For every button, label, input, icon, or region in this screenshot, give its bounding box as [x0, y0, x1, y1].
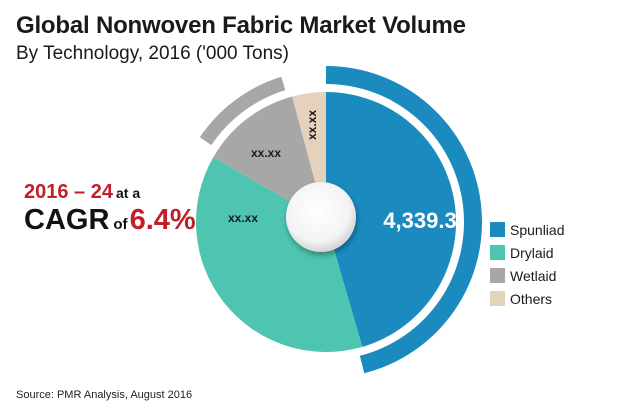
- cagr-callout: 2016 – 24 at a CAGR of6.4%: [24, 182, 196, 235]
- pie-center-hub: [286, 182, 356, 252]
- legend-label: Spunliad: [510, 221, 565, 238]
- slice-label-wetlaid: xx.xx: [251, 146, 281, 160]
- chart-subtitle: By Technology, 2016 ('000 Tons): [16, 43, 289, 64]
- legend-swatch: [490, 291, 505, 306]
- slice-label-others: xx.xx: [305, 110, 319, 140]
- chart-title: Global Nonwoven Fabric Market Volume: [16, 12, 466, 39]
- legend-label: Others: [510, 290, 553, 307]
- legend-item-others: Others: [490, 287, 565, 310]
- legend: Spunliad Drylaid Wetlaid Others: [490, 218, 565, 310]
- legend-label: Wetlaid: [510, 267, 557, 284]
- slice-label-spunliad: 4,339.3: [383, 208, 456, 233]
- cagr-label: CAGR: [24, 204, 110, 236]
- pie-slice-drylaid: [195, 157, 363, 352]
- outer-ring-spunliad: [326, 66, 482, 374]
- pie-slice-spunliad: [326, 92, 456, 347]
- cagr-at-a: at a: [115, 185, 141, 201]
- cagr-value: 6.4%: [129, 204, 196, 236]
- outer-ring-wetlaid: [199, 76, 286, 146]
- pie-slices: [195, 92, 456, 352]
- cagr-of: of: [113, 216, 128, 233]
- legend-label: Drylaid: [510, 244, 554, 261]
- legend-item-wetlaid: Wetlaid: [490, 264, 565, 287]
- legend-swatch: [490, 222, 505, 237]
- legend-item-spunliad: Spunliad: [490, 218, 565, 241]
- legend-swatch: [490, 268, 505, 283]
- slice-label-drylaid: xx.xx: [228, 211, 258, 225]
- legend-item-drylaid: Drylaid: [490, 241, 565, 264]
- legend-swatch: [490, 245, 505, 260]
- pie-outer-rings: [199, 66, 482, 374]
- pie-slice-wetlaid: [213, 96, 326, 222]
- source-note: Source: PMR Analysis, August 2016: [16, 389, 193, 401]
- cagr-years: 2016 – 24: [24, 181, 113, 203]
